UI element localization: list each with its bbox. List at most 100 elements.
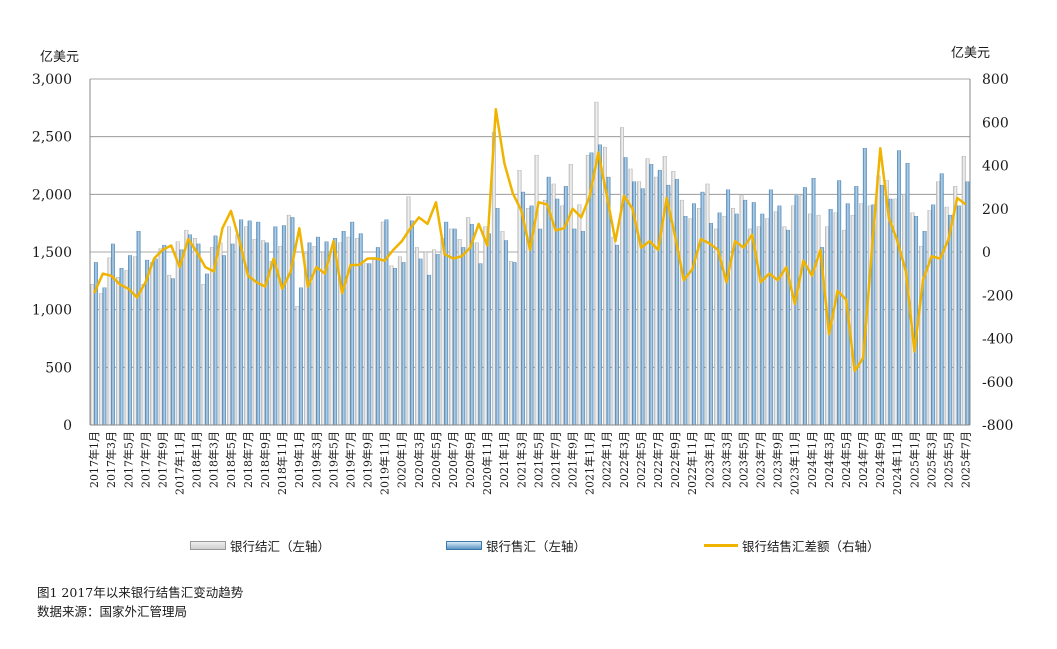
x-tick-label: 2021年5月 (531, 431, 545, 488)
settlement-bar (782, 226, 787, 426)
settlement-bar (842, 229, 847, 426)
sales-bar (709, 223, 713, 426)
settlement-bar (244, 226, 249, 426)
settlement-swatch (190, 541, 226, 550)
settlement-bar (329, 251, 334, 426)
settlement-bar (175, 241, 180, 426)
settlement-bar (919, 246, 923, 426)
x-tick-label: 2024年3月 (822, 431, 836, 488)
sales-bar (435, 254, 440, 426)
sales-bar (341, 231, 346, 426)
settlement-bar (714, 228, 718, 426)
x-tick-label: 2019年3月 (309, 431, 323, 488)
sales-bar (897, 150, 901, 426)
x-tick-label: 2017年7月 (138, 431, 152, 488)
settlement-bar (645, 158, 650, 426)
x-tick-label: 2021年3月 (514, 431, 528, 488)
x-tick-label: 2021年11月 (583, 431, 597, 495)
settlement-bar (705, 183, 710, 426)
sales-swatch (446, 541, 482, 550)
sales-bar (281, 225, 286, 426)
settlement-bar (594, 101, 599, 426)
settlement-bar (739, 195, 744, 426)
sales-bar (538, 228, 543, 426)
x-tick-label: 2019年11月 (378, 431, 392, 495)
settlement-bar (662, 156, 667, 426)
settlement-bar (209, 247, 214, 426)
sales-bar (785, 229, 790, 426)
sales-bar (367, 263, 372, 426)
left-y-tick-labels: 0 500 1,000 1,500 2,000 2,500 3,000 (32, 72, 72, 434)
sales-bar (205, 273, 209, 426)
settlement-bar (252, 239, 257, 426)
x-tick-label: 2023年9月 (771, 431, 785, 488)
right-y-tick-label: 800 (982, 72, 1009, 88)
sales-bar (316, 236, 320, 426)
x-tick-label: 2025年5月 (941, 431, 955, 488)
sales-bar (922, 231, 927, 426)
legend-label-sales: 银行售汇（左轴） (486, 539, 587, 554)
sales-bar (153, 258, 158, 426)
x-tick-label: 2022年7月 (651, 431, 665, 488)
sales-bar (427, 274, 432, 426)
right-y-tick-label: -800 (982, 418, 1013, 434)
x-tick-label: 2018年1月 (190, 431, 204, 488)
sales-bar (777, 205, 782, 426)
settlement-bar (184, 229, 189, 426)
sales-bar (965, 181, 970, 426)
left-y-tick-label: 2,000 (32, 187, 72, 203)
x-tick-labels: 2017年1月 2017年3月 2017年5月 2017年7月 2017年9月 2017年… (87, 431, 972, 495)
difference-line (93, 108, 967, 373)
sales-bar (298, 287, 303, 426)
sales-bar (803, 187, 807, 426)
settlement-bar (98, 293, 103, 426)
sales-bar (264, 242, 269, 426)
settlement-bar (509, 261, 513, 426)
sales-bar (128, 255, 133, 426)
settlement-bar (611, 236, 616, 426)
settlement-bar (756, 226, 761, 426)
settlement-bar (372, 257, 377, 426)
sales-bar (119, 267, 124, 426)
settlement-bar (577, 204, 582, 426)
x-tick-label: 2024年1月 (805, 431, 819, 488)
left-y-tick-label: 1,000 (32, 303, 72, 319)
x-tick-label: 2021年1月 (497, 431, 511, 488)
sales-bar (478, 263, 483, 426)
settlement-bar (688, 218, 693, 426)
sales-bar (136, 231, 141, 426)
sales-bar (469, 224, 474, 426)
sales-bar (939, 173, 944, 426)
settlement-bar (483, 226, 488, 426)
settlement-bar (150, 262, 155, 426)
sales-bar (794, 195, 799, 426)
settlement-bar (654, 176, 659, 426)
x-tick-label: 2024年11月 (890, 431, 904, 495)
left-y-tick-label: 2,500 (32, 130, 72, 146)
sales-bar (555, 198, 560, 426)
sales-bar (666, 184, 671, 426)
settlement-bar (158, 248, 163, 426)
sales-bar (811, 178, 816, 426)
settlement-bar (620, 127, 624, 426)
settlement-bar (192, 238, 197, 426)
settlement-bar (218, 242, 223, 426)
sales-bar (862, 148, 867, 426)
sales-bar (273, 226, 278, 426)
left-unit-label: 亿美元 (40, 50, 80, 65)
sales-bar (495, 208, 500, 426)
x-tick-label: 2020年11月 (480, 431, 494, 495)
sales-bar (256, 221, 261, 426)
settlement-bar (859, 203, 864, 426)
sales-bar (572, 228, 577, 426)
sales-bar (837, 180, 842, 426)
sales-bar (486, 233, 491, 426)
settlement-bar (961, 156, 966, 426)
sales-bar (649, 164, 654, 426)
settlement-bar (808, 213, 812, 426)
sales-bar (948, 214, 953, 426)
settlement-bar (799, 195, 804, 426)
sales-bar (179, 249, 184, 426)
left-y-tick-label: 1,500 (32, 245, 72, 261)
sales-bar (931, 204, 936, 426)
